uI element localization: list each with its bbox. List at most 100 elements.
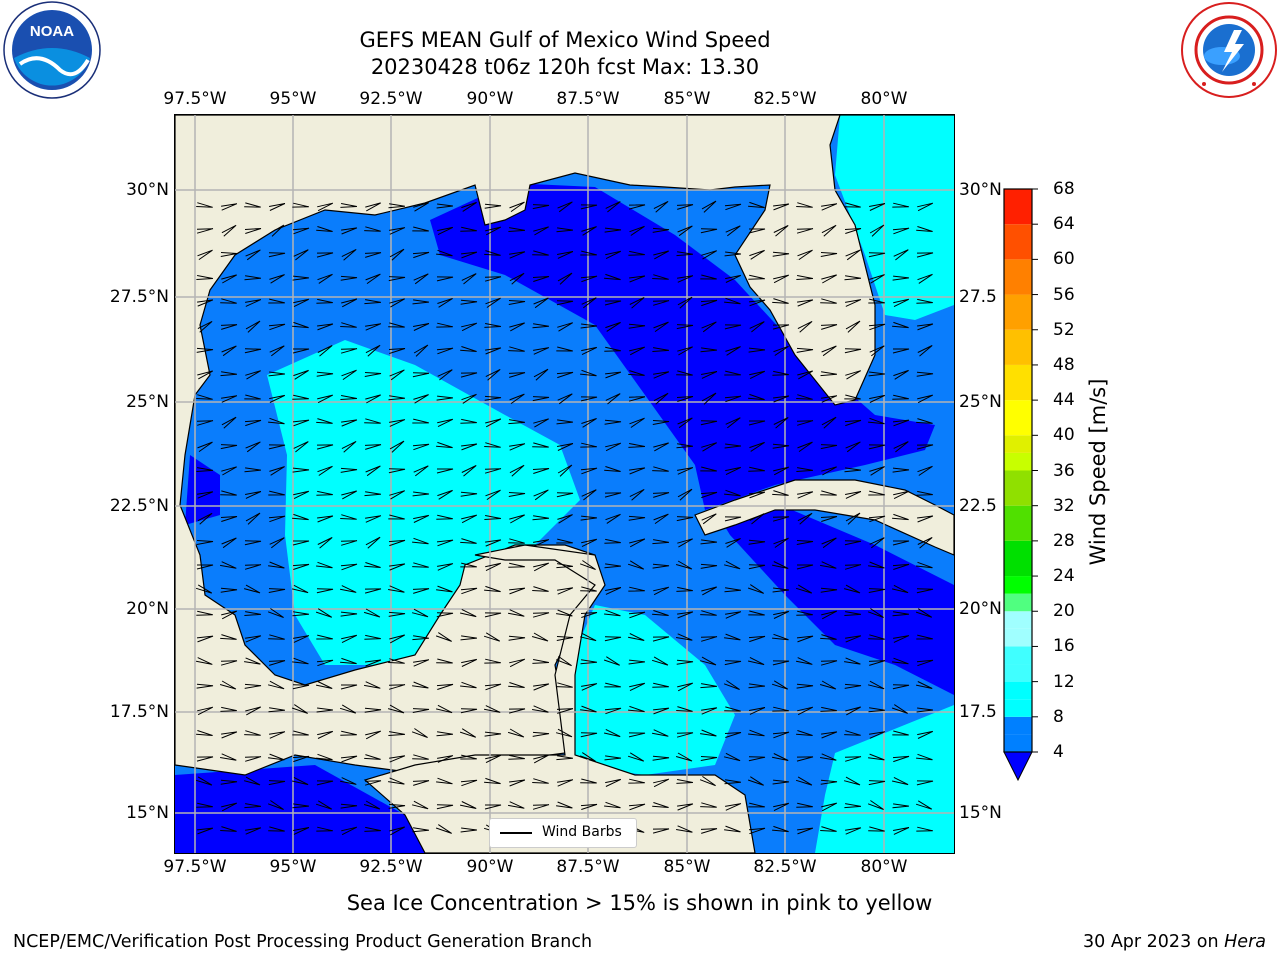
wind-barb [412, 537, 429, 545]
wind-barb [221, 203, 238, 211]
wind-barb [796, 275, 813, 280]
wind-barb [653, 250, 669, 260]
wind-barb [364, 252, 382, 258]
wind-barb [292, 419, 310, 427]
wind-barb [700, 347, 717, 353]
wind-barb [677, 417, 693, 429]
wind-barb [244, 202, 261, 208]
wind-barb [868, 252, 886, 258]
wind-barb [269, 537, 285, 549]
dark-blue-zone-east [430, 183, 935, 510]
wind-barb [652, 729, 669, 737]
wind-barb [245, 491, 262, 499]
wind-barb [701, 707, 718, 715]
wind-barb [220, 252, 238, 257]
wind-barb [891, 776, 909, 786]
wind-barb [436, 658, 453, 664]
wind-barb [724, 732, 742, 738]
wind-barb [388, 539, 406, 547]
wind-barb [340, 585, 357, 593]
wind-barb [603, 656, 620, 666]
wind-barb [604, 801, 621, 809]
wind-barb [845, 320, 861, 333]
wind-barb [293, 369, 309, 380]
wind-barb [508, 609, 525, 617]
wind-barb [316, 561, 333, 569]
wind-barb [269, 731, 286, 739]
wind-barb [724, 203, 742, 211]
wind-barb [388, 777, 405, 785]
wind-barb [845, 249, 861, 261]
wind-barb [389, 563, 406, 571]
wind-barb [197, 299, 214, 307]
wind-barb [508, 562, 525, 568]
wind-barb [459, 801, 477, 809]
wind-barb [411, 728, 428, 738]
wind-barb [604, 300, 622, 306]
wind-barb [292, 563, 310, 570]
wind-barb [605, 587, 622, 595]
wind-barb [364, 754, 381, 760]
wind-barb [341, 298, 358, 308]
colorbar-band [1004, 716, 1032, 735]
wind-barb [749, 441, 765, 452]
wind-barb [364, 780, 382, 786]
colorbar-band [1004, 593, 1032, 612]
wind-barb [701, 250, 717, 260]
wind-barb [292, 755, 310, 763]
colorbar-band [1004, 329, 1032, 365]
colorbar-tick-label: 60 [1053, 249, 1075, 270]
wind-barb [869, 345, 885, 357]
wind-barb [557, 779, 574, 787]
wind-barb [245, 441, 261, 453]
wind-barb [195, 776, 213, 786]
wind-barb [484, 250, 501, 256]
wind-barb [580, 778, 597, 784]
wind-barb [820, 252, 838, 257]
wind-barb [292, 611, 309, 617]
wind-barb [628, 515, 646, 521]
wind-barb [412, 754, 429, 760]
wind-barb [653, 586, 670, 596]
dark-blue-zone-south [175, 765, 425, 853]
wind-barb [292, 513, 309, 521]
wind-barb [221, 610, 238, 620]
lat-label-left: 27.5°N [109, 287, 169, 307]
wind-barb [917, 730, 934, 739]
wind-barb [796, 610, 813, 616]
wind-barb [700, 274, 717, 280]
wind-barb [629, 417, 645, 428]
wind-barb [244, 730, 261, 736]
wind-barb [844, 564, 862, 570]
wind-barb [652, 755, 670, 761]
wind-barb [364, 372, 382, 377]
wind-barb [268, 780, 286, 786]
lat-label-left: 20°N [126, 599, 169, 619]
wind-barb [413, 273, 429, 285]
wind-barb [700, 756, 718, 761]
noaa-logo-text: NOAA [30, 23, 74, 40]
nws-logo [1178, 0, 1280, 102]
wind-barb [268, 753, 285, 761]
wind-barb [196, 202, 213, 208]
wind-barb [389, 634, 405, 644]
wind-barb [293, 635, 310, 643]
wind-barb [316, 753, 333, 761]
wind-barb [772, 779, 789, 785]
wind-barb [435, 824, 452, 834]
wind-barb [843, 584, 861, 594]
wind-barb [556, 801, 573, 809]
wind-barb [701, 442, 717, 452]
wind-barb [244, 467, 261, 473]
wind-barb [197, 441, 213, 453]
wind-barb [796, 394, 813, 400]
lat-label-left: 17.5°N [109, 702, 169, 722]
wind-barb [532, 586, 549, 592]
wind-barb [484, 804, 502, 810]
wind-barb [485, 226, 502, 236]
wind-barb [340, 395, 357, 400]
wind-barb [388, 276, 406, 282]
wind-barb [844, 683, 862, 689]
wind-barb [221, 416, 237, 429]
lon-label-bottom: 80°W [860, 857, 908, 877]
